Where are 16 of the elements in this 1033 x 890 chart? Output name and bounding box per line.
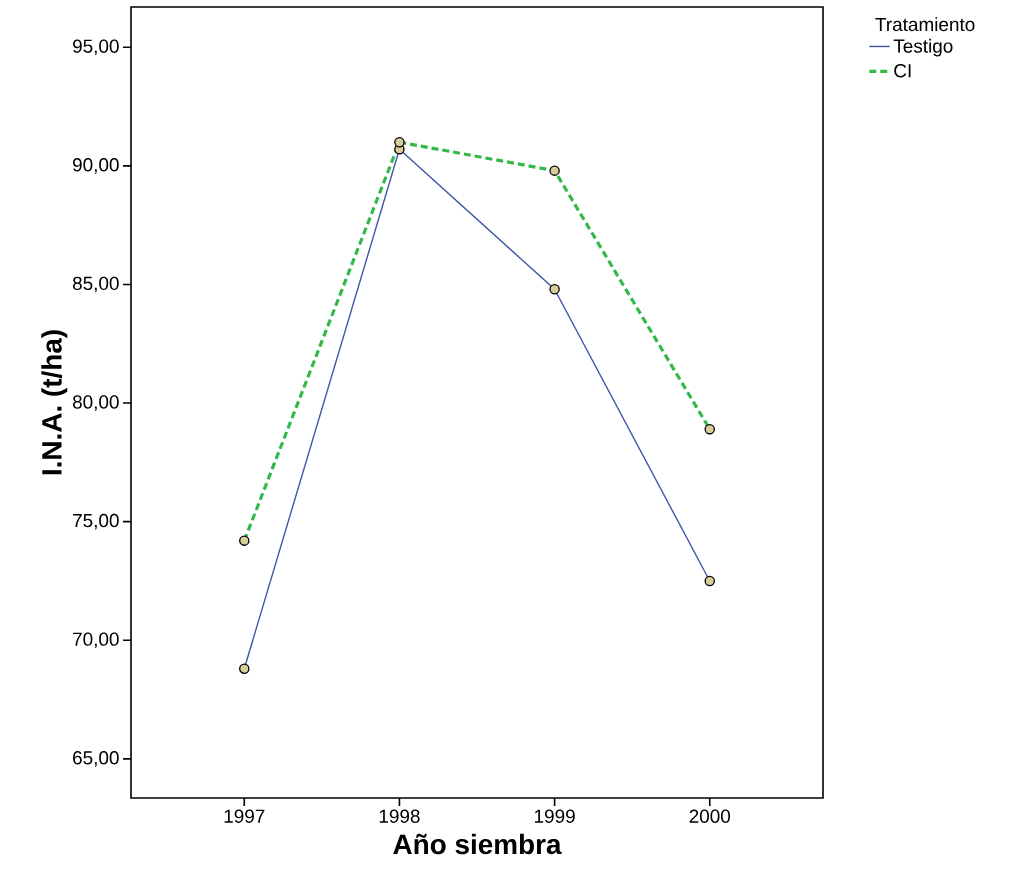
legend-label: CI	[894, 64, 911, 78]
y-tick-label: 85,00	[72, 276, 119, 293]
y-tick-label: 75,00	[73, 513, 119, 530]
y-tick-label: 90,00	[73, 158, 119, 174]
x-tick-label: 1998	[379, 809, 420, 823]
legend-title: Tratamiento	[875, 17, 975, 32]
x-tick-label: 2000	[689, 809, 731, 823]
x-tick-label: 1997	[224, 809, 265, 823]
x-axis-title: Año siembra	[393, 833, 562, 855]
y-axis-title: I.N.A. (t/ha)	[41, 330, 68, 475]
y-tick-label: 80,00	[72, 395, 119, 411]
x-tick-label: 1999	[534, 809, 575, 823]
legend-label: Testigo	[893, 38, 953, 57]
y-tick-label: 65,00	[73, 751, 119, 767]
y-tick-label: 95,00	[73, 39, 119, 56]
y-tick-label: 70,00	[73, 632, 119, 649]
